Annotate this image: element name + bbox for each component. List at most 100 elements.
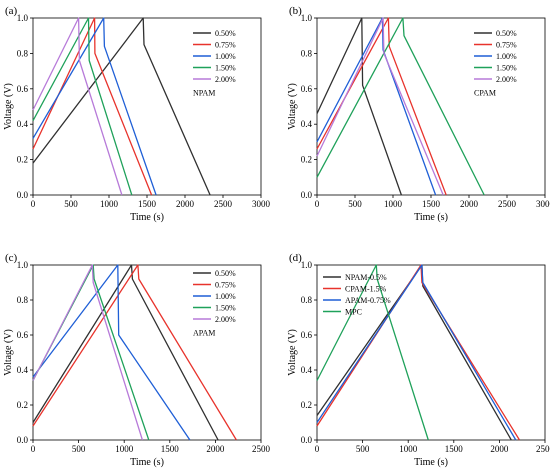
- y-tick-label: 0.0: [17, 435, 29, 445]
- x-axis-label: Time (s): [130, 457, 164, 468]
- series-line-3: [32, 264, 191, 441]
- legend-entry: 1.00%: [496, 52, 517, 61]
- x-tick-label: 2000: [206, 444, 225, 454]
- series-line-5: [316, 17, 444, 196]
- series-line-4: [32, 17, 133, 196]
- series-line-1: [316, 17, 403, 196]
- legend-entry: 0.75%: [496, 41, 517, 50]
- y-axis-label: Voltage (V): [287, 83, 298, 130]
- legend-entry: 2.00%: [215, 75, 236, 84]
- legend-entry: 1.00%: [215, 52, 236, 61]
- series-line-5: [32, 17, 123, 196]
- panel-label: (a): [5, 5, 18, 17]
- series-line-5: [32, 264, 144, 441]
- legend-entry: CPAM-1.5%: [345, 285, 387, 294]
- series-line-3: [32, 17, 157, 196]
- y-axis-label: Voltage (V): [3, 329, 14, 376]
- panel-2: 0 500 1000 1500 2000 2500 3000 0.0 0.2 0.4 0.6 0.8 1…: [287, 5, 550, 223]
- y-tick-label: 0.2: [17, 155, 28, 165]
- y-tick-label: 0.0: [17, 190, 29, 200]
- series-line-4: [316, 17, 485, 196]
- y-tick-label: 0.2: [17, 400, 28, 410]
- series-line-2: [32, 17, 153, 196]
- y-tick-label: 0.2: [301, 155, 312, 165]
- y-tick-label: 0.8: [301, 48, 313, 58]
- series-line-1: [32, 264, 219, 441]
- legend-entry: 1.00%: [215, 292, 236, 301]
- legend-entry: 1.50%: [496, 64, 517, 73]
- y-tick-label: 1.0: [301, 260, 313, 270]
- y-axis-label: Voltage (V): [3, 83, 14, 130]
- series-line-3: [316, 17, 437, 196]
- x-tick-label: 500: [64, 199, 78, 209]
- plot-frame: [32, 264, 262, 441]
- y-tick-label: 0.4: [17, 119, 29, 129]
- x-tick-label: 2000: [460, 199, 479, 209]
- legend: 0.50% 0.75% 1.00% 1.50% 2.00%NPAM: [193, 29, 236, 98]
- x-tick-label: 1000: [384, 199, 403, 209]
- legend-entry: 0.50%: [215, 29, 236, 38]
- y-tick-label: 0.8: [17, 295, 29, 305]
- legend: 0.50% 0.75% 1.00% 1.50% 2.00%CPAM: [474, 29, 517, 98]
- series-line-3: [316, 264, 517, 441]
- x-tick-label: 500: [72, 444, 86, 454]
- panel-4: 0 500 1000 1500 2000 2500 0.0 0.2 0.4 0.6 0.8 1.0 Ti…: [287, 252, 550, 468]
- x-tick-label: 1000: [100, 199, 119, 209]
- legend-sample-label: NPAM: [193, 89, 215, 98]
- y-axis-label: Voltage (V): [287, 329, 298, 376]
- x-tick-label: 1500: [161, 444, 180, 454]
- x-axis-label: Time (s): [414, 212, 448, 223]
- x-tick-label: 0: [31, 444, 36, 454]
- x-tick-label: 1500: [445, 444, 464, 454]
- x-axis-label: Time (s): [414, 457, 448, 468]
- legend-sample-label: CPAM: [474, 89, 496, 98]
- x-tick-label: 1000: [115, 444, 134, 454]
- legend-entry: APAM-0.75%: [345, 296, 391, 305]
- x-tick-label: 2500: [536, 444, 550, 454]
- legend-entry: MPC: [345, 308, 362, 317]
- y-tick-label: 0.8: [17, 48, 29, 58]
- plot-frame: [316, 264, 546, 441]
- legend-entry: 0.75%: [215, 41, 236, 50]
- y-tick-label: 0.8: [301, 295, 313, 305]
- x-tick-label: 1500: [138, 199, 157, 209]
- y-tick-label: 0.0: [301, 190, 313, 200]
- legend: 0.50% 0.75% 1.00% 1.50% 2.00%APAM: [193, 269, 236, 338]
- y-tick-label: 0.6: [301, 330, 313, 340]
- x-tick-label: 0: [315, 199, 320, 209]
- x-tick-label: 0: [31, 199, 36, 209]
- y-tick-label: 1.0: [301, 13, 313, 23]
- series-line-2: [316, 17, 447, 196]
- y-tick-label: 0.4: [301, 119, 313, 129]
- panel-1: 0 500 1000 1500 2000 2500 3000 0.0 0.2 0.4 0.6 0.8 1…: [3, 5, 271, 223]
- legend-entry: 1.50%: [215, 304, 236, 313]
- y-tick-label: 0.6: [17, 84, 29, 94]
- series-line-1: [32, 17, 211, 196]
- legend-entry: 0.50%: [496, 29, 517, 38]
- x-tick-label: 2500: [498, 199, 517, 209]
- y-tick-label: 0.6: [301, 84, 313, 94]
- legend-sample-label: APAM: [193, 329, 215, 338]
- x-axis-label: Time (s): [130, 212, 164, 223]
- panel-3: 0 500 1000 1500 2000 2500 0.0 0.2 0.4 0.6 0.8 1.0 Ti…: [3, 252, 271, 468]
- x-tick-label: 3000: [536, 199, 550, 209]
- x-tick-label: 2500: [252, 444, 271, 454]
- y-tick-label: 0.0: [301, 435, 313, 445]
- series-line-2: [32, 264, 237, 441]
- x-tick-label: 500: [356, 444, 370, 454]
- x-tick-label: 2500: [214, 199, 233, 209]
- x-tick-label: 500: [348, 199, 362, 209]
- series-line-4: [316, 264, 429, 441]
- y-tick-label: 0.4: [17, 365, 29, 375]
- x-tick-label: 1000: [399, 444, 418, 454]
- y-tick-label: 1.0: [17, 13, 29, 23]
- y-tick-label: 0.2: [301, 400, 312, 410]
- legend-entry: NPAM-0.5%: [345, 273, 387, 282]
- legend-entry: 0.75%: [215, 281, 236, 290]
- legend-entry: 0.50%: [215, 269, 236, 278]
- panel-label: (c): [5, 252, 18, 264]
- panel-label: (d): [289, 252, 302, 264]
- y-tick-label: 0.6: [17, 330, 29, 340]
- series-line-4: [32, 264, 150, 441]
